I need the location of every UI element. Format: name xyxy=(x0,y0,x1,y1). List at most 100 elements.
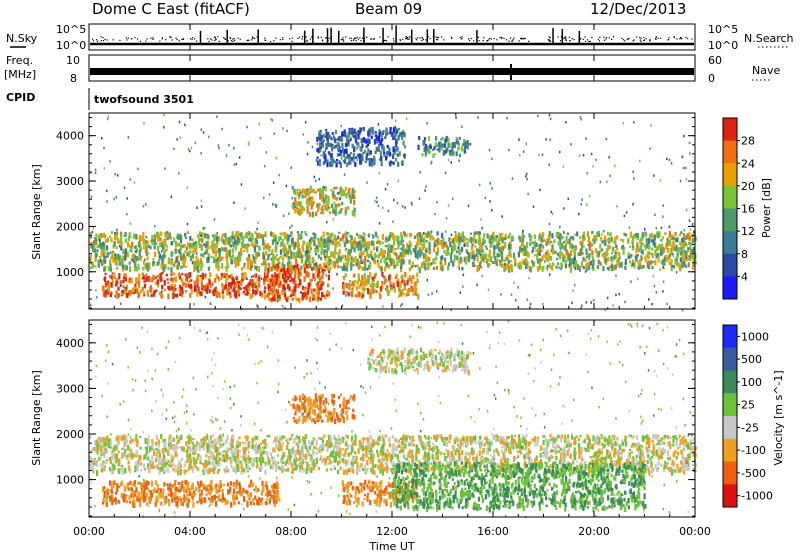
data-cell xyxy=(115,196,118,199)
data-cell xyxy=(401,248,404,252)
data-cell xyxy=(206,287,209,290)
data-cell xyxy=(367,245,370,250)
data-cell xyxy=(545,138,547,141)
data-cell xyxy=(296,245,300,251)
data-cell xyxy=(220,277,223,281)
data-cell xyxy=(452,152,455,157)
data-cell xyxy=(446,460,449,466)
data-cell xyxy=(521,235,524,239)
data-cell xyxy=(606,238,609,243)
nsearch-point xyxy=(317,36,319,38)
data-cell xyxy=(333,187,336,190)
data-cell xyxy=(94,242,97,245)
data-cell xyxy=(446,265,450,271)
data-cell xyxy=(381,283,384,289)
data-cell xyxy=(330,136,333,139)
data-cell xyxy=(259,136,262,140)
data-cell xyxy=(263,290,266,294)
data-cell xyxy=(336,272,338,276)
data-cell xyxy=(503,237,506,241)
data-cell xyxy=(639,264,642,270)
data-cell xyxy=(369,254,372,259)
data-cell xyxy=(414,282,417,286)
data-cell xyxy=(572,236,575,241)
data-cell xyxy=(315,439,318,446)
data-cell xyxy=(492,458,495,463)
data-cell xyxy=(344,248,347,252)
data-cell xyxy=(350,260,353,263)
data-cell xyxy=(217,262,220,265)
nsearch-point xyxy=(360,40,362,42)
data-cell xyxy=(203,243,205,246)
data-cell xyxy=(327,263,331,266)
data-cell xyxy=(590,152,593,156)
data-cell xyxy=(342,151,345,157)
data-cell xyxy=(549,138,551,142)
data-cell xyxy=(160,231,163,237)
data-cell xyxy=(313,293,316,298)
data-cell xyxy=(631,457,634,464)
data-cell xyxy=(227,250,230,255)
data-cell xyxy=(501,215,503,218)
data-cell xyxy=(558,251,562,254)
data-cell xyxy=(103,278,106,281)
data-cell xyxy=(648,245,651,250)
data-cell xyxy=(317,147,320,154)
data-cell xyxy=(337,146,340,151)
data-cell xyxy=(339,186,342,193)
data-cell xyxy=(373,138,376,145)
data-cell xyxy=(311,188,314,193)
data-cell xyxy=(255,273,258,278)
data-cell xyxy=(352,283,355,287)
data-cell xyxy=(134,266,137,272)
data-cell xyxy=(117,253,120,257)
data-cell xyxy=(221,288,224,294)
data-cell xyxy=(496,252,499,258)
data-cell xyxy=(660,243,664,248)
data-cell xyxy=(453,259,456,262)
nsearch-point xyxy=(229,37,232,39)
data-cell xyxy=(95,289,97,292)
data-cell xyxy=(327,283,330,288)
data-cell xyxy=(178,234,181,238)
data-cell xyxy=(671,245,674,252)
data-cell xyxy=(302,188,305,192)
data-cell xyxy=(258,232,261,239)
data-cell xyxy=(330,240,333,244)
data-cell xyxy=(331,157,334,162)
data-cell xyxy=(312,232,315,235)
data-cell xyxy=(178,274,182,280)
data-cell xyxy=(382,305,384,308)
data-cell xyxy=(214,246,217,250)
data-cell xyxy=(344,156,346,159)
data-cell xyxy=(430,162,432,165)
data-cell xyxy=(98,239,101,242)
data-cell xyxy=(395,119,397,123)
nsearch-point xyxy=(229,37,231,39)
data-cell xyxy=(318,161,321,167)
data-cell xyxy=(605,258,608,263)
data-cell xyxy=(410,251,413,255)
data-cell xyxy=(375,133,378,136)
data-cell xyxy=(412,289,415,292)
data-cell xyxy=(460,146,463,152)
data-cell xyxy=(143,294,146,297)
data-cell xyxy=(539,232,542,236)
data-cell xyxy=(371,255,374,260)
data-cell xyxy=(184,123,186,127)
data-cell xyxy=(353,128,356,134)
data-cell xyxy=(155,242,158,245)
data-cell xyxy=(574,233,577,236)
data-cell xyxy=(632,203,634,206)
data-cell xyxy=(458,153,462,158)
data-cell xyxy=(138,236,141,240)
nsearch-point xyxy=(429,37,431,40)
data-cell xyxy=(366,251,369,257)
data-cell xyxy=(354,156,357,159)
data-cell xyxy=(273,294,276,300)
data-cell xyxy=(253,245,256,251)
data-cell xyxy=(332,210,335,214)
data-cell xyxy=(547,234,551,240)
data-cell xyxy=(473,254,476,261)
data-cell xyxy=(306,290,310,295)
